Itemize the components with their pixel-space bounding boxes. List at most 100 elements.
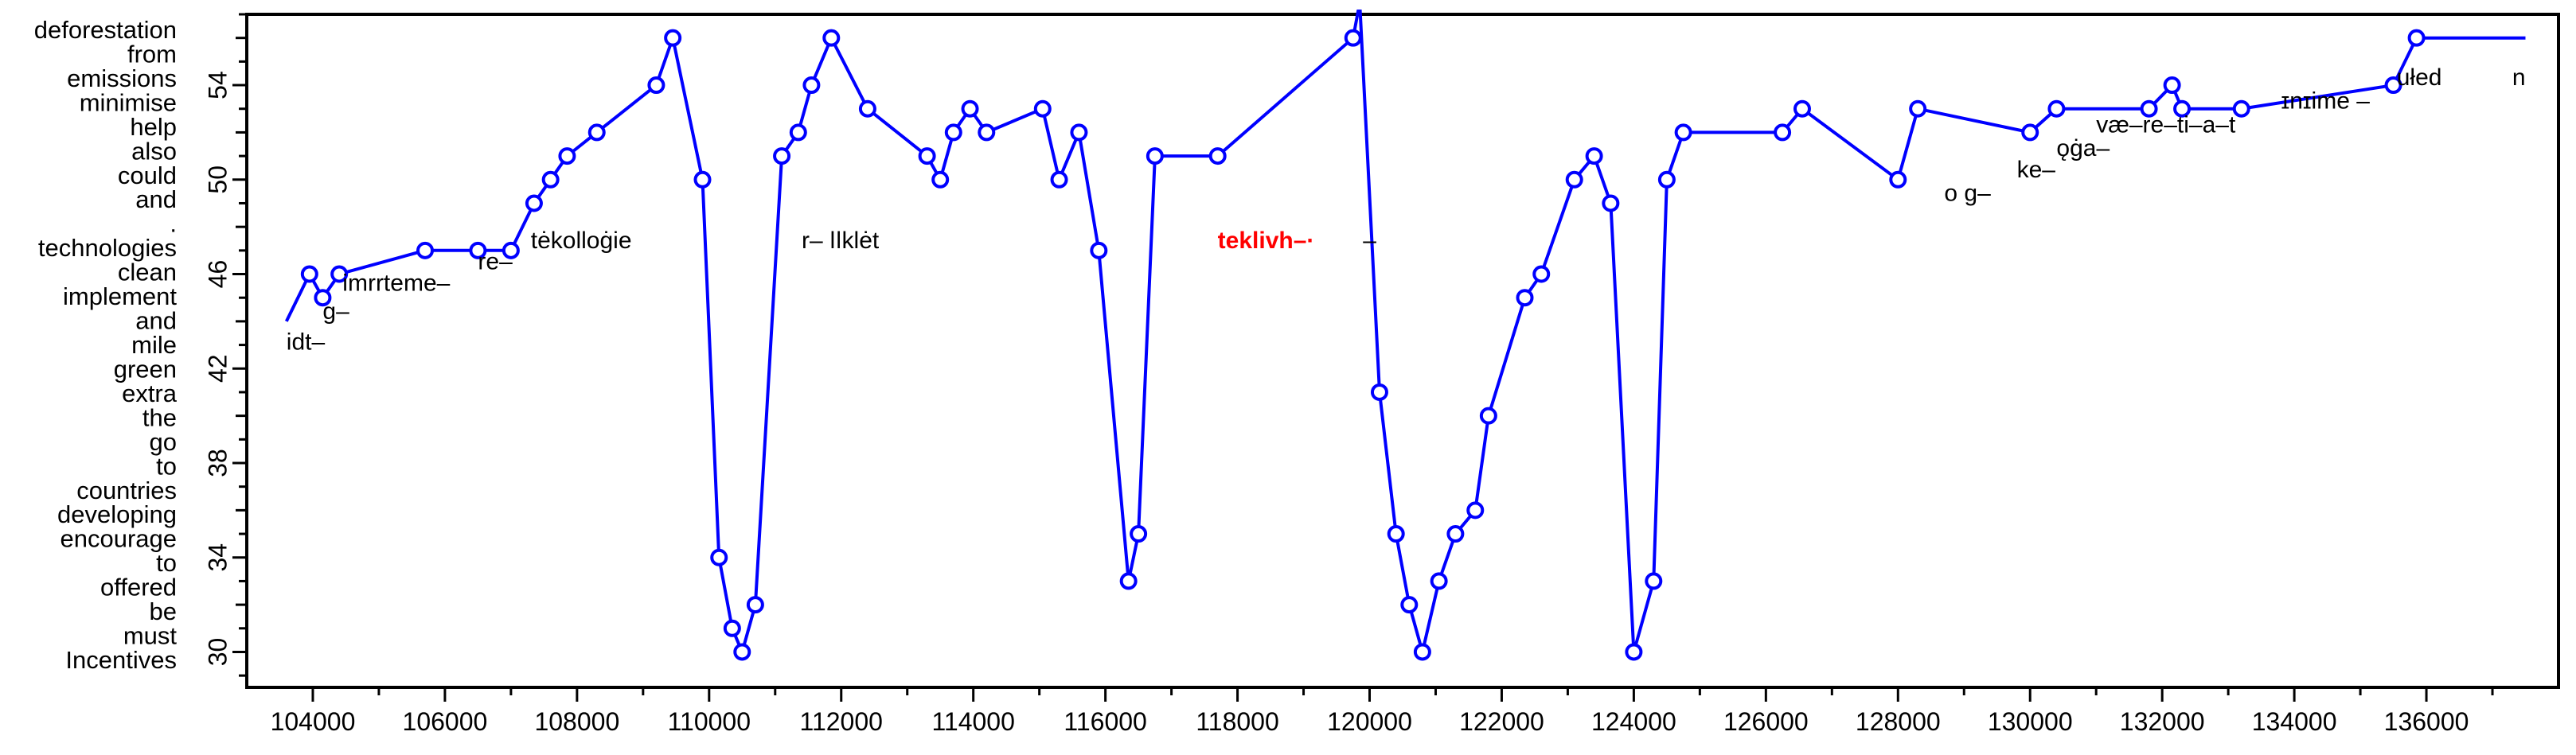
- data-point: [1479, 407, 1497, 425]
- data-point: [1532, 265, 1551, 283]
- y-word-labels: Incentivesmustbeofferedtoencouragedevelo…: [34, 16, 178, 674]
- y-word-label: deforestation: [34, 16, 177, 44]
- data-point: [1774, 123, 1792, 142]
- axes: 104000 106000 108000 110000 112000 114000 1160…: [203, 13, 2560, 736]
- x-tick-label: 126000: [1723, 707, 1809, 736]
- data-point: [1602, 194, 1620, 212]
- data-point: [2384, 76, 2402, 95]
- data-point: [733, 643, 751, 661]
- y-word-label: and: [135, 185, 177, 213]
- data-point: [1645, 572, 1663, 590]
- y-word-label: green: [114, 355, 177, 383]
- data-point: [525, 194, 543, 212]
- y-word-label: countries: [76, 477, 177, 504]
- data-point: [1146, 147, 1164, 165]
- y-word-label: developing: [57, 500, 177, 528]
- data-point: [2173, 99, 2192, 118]
- data-point: [1657, 170, 1676, 189]
- data-point: [1370, 383, 1388, 401]
- x-tick-label: 106000: [403, 707, 488, 736]
- annotation-label: ǫġa–: [2056, 135, 2110, 162]
- data-point: [2407, 29, 2426, 47]
- x-tick-label: 136000: [2384, 707, 2469, 736]
- annotation-label: re–: [478, 249, 513, 275]
- data-point: [1674, 123, 1692, 142]
- y-word-label: could: [118, 162, 177, 189]
- y-word-label: mile: [131, 331, 177, 359]
- annotation-label: tėkolloġie: [531, 228, 632, 254]
- annotation-label: g–: [322, 298, 349, 325]
- annotation-label: ke–: [2017, 157, 2056, 183]
- data-point: [469, 241, 487, 259]
- y-word-label: .: [170, 210, 177, 238]
- annotations: idt– g–imrrteme– re– tėkolloġie r– ǀǀklėt tek…: [287, 64, 2526, 355]
- annotation-label: r– ǀǀklėt: [802, 228, 880, 254]
- annotation-label: ɪnɪime –: [2281, 88, 2371, 115]
- y-word-label: clean: [118, 259, 177, 286]
- data-point: [802, 76, 821, 95]
- x-tick-label: 134000: [2252, 707, 2337, 736]
- data-point: [1430, 572, 1448, 590]
- x-tick-label: 114000: [931, 707, 1014, 736]
- data-point: [330, 265, 349, 283]
- data-point: [2021, 123, 2039, 142]
- annotation-label: n: [2512, 64, 2526, 91]
- data-point: [541, 170, 560, 189]
- y-word-label: extra: [122, 379, 178, 407]
- data-point: [789, 123, 807, 142]
- data-point: [1413, 643, 1431, 661]
- annotation-label: ułed: [2397, 64, 2442, 91]
- data-point: [502, 241, 520, 259]
- y-word-label: and: [135, 307, 177, 335]
- x-tick-label: 104000: [271, 707, 356, 736]
- data-point: [931, 170, 950, 189]
- data-point: [1050, 170, 1068, 189]
- data-point: [1090, 241, 1108, 259]
- x-tick-label: 112000: [800, 707, 883, 736]
- y-word-label: to: [156, 549, 177, 577]
- data-point: [314, 289, 332, 307]
- data-point: [723, 619, 741, 637]
- data-point: [2232, 99, 2250, 118]
- data-point: [416, 241, 435, 259]
- data-point: [822, 29, 841, 47]
- y-tick-label: 50: [203, 165, 232, 194]
- data-point: [300, 265, 318, 283]
- data-point: [1446, 525, 1465, 543]
- data-point: [918, 147, 936, 165]
- x-tick-label: 124000: [1591, 707, 1676, 736]
- y-word-label: help: [130, 113, 177, 141]
- data-point: [1625, 643, 1643, 661]
- y-word-label: must: [123, 622, 178, 650]
- data-point: [1400, 596, 1419, 614]
- data-point: [2140, 99, 2158, 118]
- data-point: [1466, 501, 1485, 520]
- series: [285, 10, 2526, 661]
- data-point: [1344, 29, 1362, 47]
- y-word-label: minimise: [80, 88, 177, 116]
- data-point: [858, 99, 876, 118]
- y-tick-label: 46: [203, 260, 232, 289]
- x-tick-label: 108000: [534, 707, 619, 736]
- data-point: [1119, 572, 1138, 590]
- y-tick-label: 30: [203, 638, 232, 667]
- annotation-label: imrrteme–: [342, 270, 450, 296]
- y-word-label: offered: [100, 574, 177, 601]
- plot-frame: [245, 13, 2560, 689]
- y-word-label: implement: [63, 282, 177, 310]
- x-tick-label: 132000: [2120, 707, 2205, 736]
- data-point: [1070, 123, 1088, 142]
- y-word-label: to: [156, 452, 177, 480]
- data-point: [1889, 170, 1907, 189]
- data-point: [1793, 99, 1811, 118]
- y-word-label: also: [131, 137, 177, 165]
- y-word-label: technologies: [38, 234, 177, 262]
- annotation-label: idt–: [287, 329, 326, 356]
- data-point: [1387, 525, 1405, 543]
- data-point: [1585, 147, 1603, 165]
- data-point: [1130, 525, 1148, 543]
- data-point: [961, 99, 979, 118]
- data-point: [746, 596, 764, 614]
